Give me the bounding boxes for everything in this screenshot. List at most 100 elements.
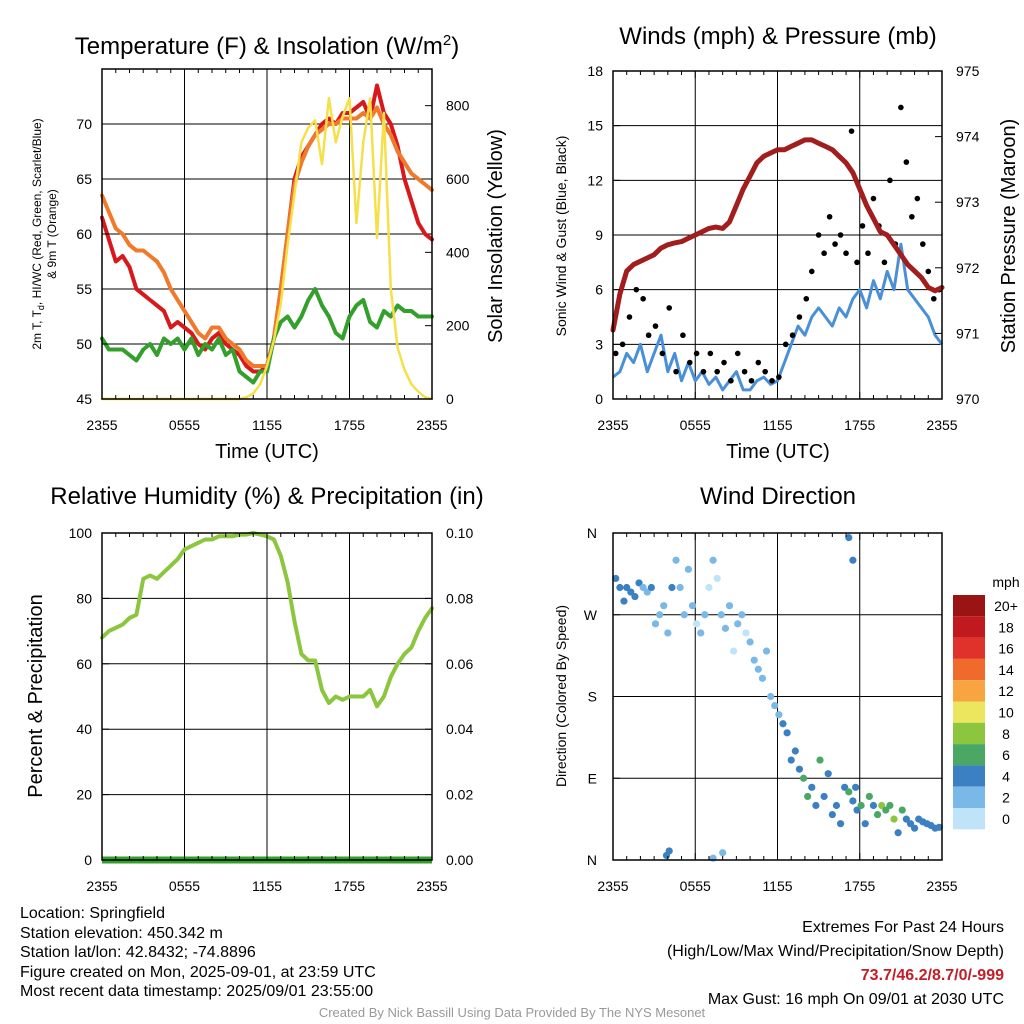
y-tick-label: E <box>588 770 597 786</box>
x-tick-label: 1155 <box>252 878 282 894</box>
wind-title: Winds (mph) & Pressure (mb) <box>619 23 936 50</box>
y2-tick-label: 600 <box>446 171 470 187</box>
x-tick-label: 2355 <box>416 878 447 894</box>
temp-plot-area: 2355 0555 1155 1755 2355 45 50 55 60 65 70 0 200 400 6… <box>76 68 470 433</box>
gust-point <box>881 259 888 266</box>
colorbar-label: 14 <box>998 662 1014 678</box>
colorbar-swatch <box>953 786 985 808</box>
gust-point <box>666 305 673 311</box>
colorbar-label: 12 <box>998 683 1014 699</box>
direction-point <box>849 797 857 805</box>
y-tick-label: 80 <box>76 590 92 606</box>
y-tick-label: 9 <box>595 227 603 243</box>
direction-point <box>664 629 672 637</box>
y2-tick-label: 0 <box>446 391 454 407</box>
direction-point <box>935 823 943 831</box>
gust-point <box>909 213 915 220</box>
wind-xlabel: Time (UTC) <box>726 441 830 463</box>
direction-panel: Wind Direction Direction (Colored By Spe… <box>553 483 1020 894</box>
y2-tick-label: 970 <box>956 391 980 407</box>
series-line-3 <box>100 97 434 401</box>
gust-point <box>728 377 734 384</box>
gust-point <box>832 241 838 247</box>
gust-point <box>903 159 910 165</box>
colorbar-label: 20+ <box>994 598 1018 614</box>
dir-ylabel: Direction (Colored By Speed) <box>553 605 569 787</box>
direction-point <box>631 592 639 601</box>
direction-point <box>697 629 705 637</box>
colorbar-label: 0 <box>1002 811 1010 827</box>
wind-ylabel-right: Station Pressure (Maroon) <box>998 119 1020 354</box>
direction-point <box>672 556 680 564</box>
gust-point <box>865 250 871 257</box>
direction-point <box>898 806 906 814</box>
colorbar-label: 10 <box>998 705 1014 721</box>
direction-point <box>824 770 832 778</box>
direction-point <box>717 611 725 619</box>
direction-point <box>828 810 836 819</box>
gust-point <box>803 295 810 302</box>
x-tick-label: 1755 <box>844 417 875 433</box>
direction-point <box>845 788 853 796</box>
gust-point <box>721 359 727 366</box>
direction-point <box>676 583 684 592</box>
gust-point <box>673 368 679 375</box>
colorbar-swatch <box>953 701 985 723</box>
gust-point <box>898 104 904 111</box>
gust-point <box>640 295 646 302</box>
direction-point <box>684 565 692 573</box>
direction-point <box>783 729 791 737</box>
gust-point <box>700 368 707 375</box>
gust-point <box>652 323 659 329</box>
temp-ylabel-line2: & 9m T (Orange) <box>45 189 59 279</box>
direction-point <box>647 583 655 592</box>
gust-point <box>626 314 633 320</box>
y-tick-label: 65 <box>76 171 92 187</box>
gust-point <box>755 359 762 366</box>
gust-point <box>925 268 932 275</box>
direction-point <box>651 620 660 628</box>
direction-point <box>758 674 767 682</box>
x-tick-label: 2355 <box>86 878 117 894</box>
y-tick-label: N <box>587 852 597 868</box>
direction-point <box>795 765 804 773</box>
y-tick-label: N <box>587 525 597 541</box>
gust-point <box>776 374 782 380</box>
direction-point <box>820 792 828 801</box>
extremes-values: 73.7/46.2/8.7/0/-999 <box>860 967 1004 984</box>
direction-point <box>775 711 783 719</box>
y2-tick-label: 0.10 <box>446 525 473 541</box>
colorbar-swatch <box>953 765 985 787</box>
gust-point <box>821 250 827 257</box>
x-tick-label: 2355 <box>86 417 117 433</box>
y-tick-label: 20 <box>76 787 92 803</box>
x-tick-label: 1755 <box>334 417 365 433</box>
direction-point <box>746 638 754 646</box>
y2-tick-label: 0.02 <box>446 787 473 803</box>
y-tick-label: 0 <box>84 852 92 868</box>
dir-title: Wind Direction <box>700 483 856 510</box>
gust-point <box>920 241 926 247</box>
colorbar-swatch <box>953 595 985 617</box>
colorbar-label: 18 <box>998 619 1014 635</box>
direction-point <box>612 574 620 583</box>
colorbar-label: 8 <box>1002 726 1010 742</box>
rh-plot-area: 2355 0555 1155 1755 2355 0 20 40 60 80 100 0.00 0.02… <box>69 525 474 894</box>
x-tick-label: 2355 <box>597 417 628 433</box>
gust-point <box>619 341 626 348</box>
colorbar-label: 2 <box>1002 790 1010 806</box>
y2-tick-label: 971 <box>956 325 980 341</box>
direction-point <box>713 574 721 583</box>
direction-point <box>730 647 738 655</box>
direction-point <box>656 611 664 619</box>
y2-tick-label: 0.06 <box>446 656 473 672</box>
x-tick-label: 1155 <box>252 417 282 433</box>
direction-point <box>688 602 697 610</box>
colorbar-swatch <box>953 658 985 681</box>
colorbar-swatch <box>953 722 985 745</box>
direction-point <box>787 756 795 764</box>
temp-xlabel: Time (UTC) <box>215 441 319 463</box>
direction-point <box>771 701 779 710</box>
direction-point <box>701 611 709 619</box>
